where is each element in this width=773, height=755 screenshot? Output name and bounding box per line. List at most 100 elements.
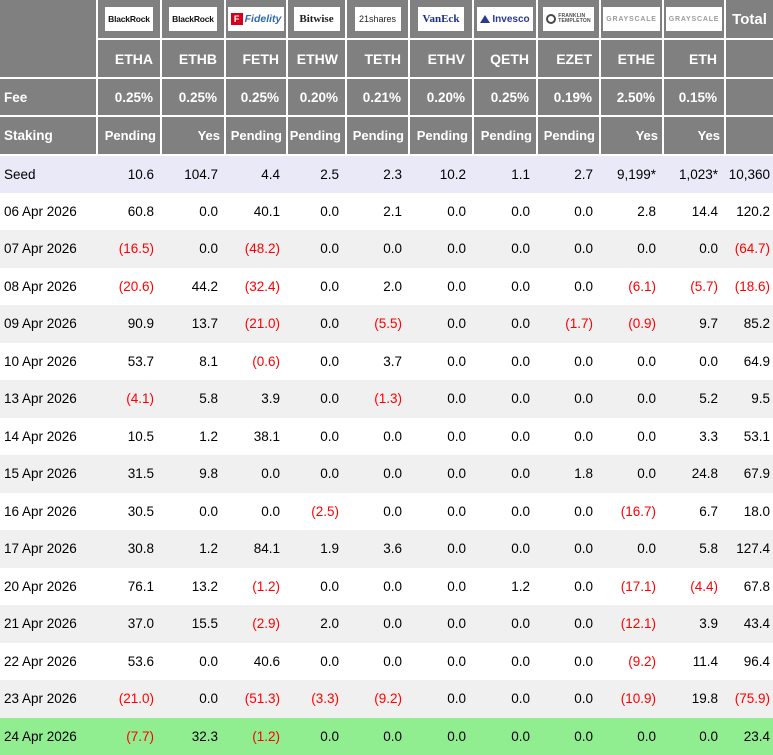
value-cell: 1.2 (199, 541, 218, 557)
value-cell: 2.7 (574, 166, 593, 182)
value-cell: 30.5 (127, 503, 154, 519)
fee-ethe: 2.50% (599, 77, 664, 117)
bitwise-logo-box: Bitwise (293, 7, 340, 31)
value-cell: 0.0 (320, 578, 339, 594)
21shares-logo: 21shares (345, 0, 410, 40)
ticker-ethe: ETHE (599, 38, 664, 79)
row-label: 10 Apr 2026 (4, 353, 77, 369)
value-cell: 40.1 (253, 203, 280, 219)
ticker-ethw: ETHW (286, 38, 347, 79)
value-cell: (5.5) (374, 316, 402, 332)
value-cell: 76.1 (127, 578, 154, 594)
total-cell: 85.2 (743, 316, 770, 332)
value-cell: 0.0 (447, 203, 466, 219)
value-cell: 2.3 (383, 166, 402, 182)
value-cell: 0.0 (574, 241, 593, 257)
value-cell: 1.1 (511, 166, 530, 182)
row-label: 17 Apr 2026 (4, 541, 77, 557)
table-row: 17 Apr 2026 30.8 1.2 84.1 1.9 3.6 0.0 0.0 0.0 0.0… (0, 530, 773, 568)
row-label: 22 Apr 2026 (4, 653, 77, 669)
value-cell: 0.0 (320, 278, 339, 294)
total-cell: 67.9 (743, 466, 770, 482)
value-cell: 0.0 (574, 278, 593, 294)
value-cell: 0.0 (199, 203, 218, 219)
value-cell: 0.0 (511, 278, 530, 294)
value-cell: 3.3 (699, 428, 718, 444)
value-cell: (32.4) (244, 278, 280, 294)
value-cell: 3.9 (699, 616, 718, 632)
flow-table-body: Seed 10.6 104.7 4.4 2.5 2.3 10.2 1.1 2.7 9,199* 1,… (0, 155, 773, 755)
value-cell: (16.5) (118, 241, 154, 257)
value-cell: 8.1 (199, 353, 218, 369)
value-cell: 0.0 (383, 466, 402, 482)
franklin-templeton-logo-box: FRANKLIN TEMPLETON (543, 7, 594, 31)
value-cell: 0.0 (447, 316, 466, 332)
table-row: 16 Apr 2026 30.5 0.0 0.0 (2.5) 0.0 0.0 0.0 0.0 (1… (0, 492, 773, 530)
value-cell: (7.7) (126, 728, 154, 744)
fee-total-blank-cell (724, 77, 773, 117)
value-cell: 0.0 (511, 316, 530, 332)
value-cell: 1,023* (678, 166, 718, 182)
staking-qeth: Pending (472, 115, 538, 156)
table-row: 22 Apr 2026 53.6 0.0 40.6 0.0 0.0 0.0 0.0 0.0 (9.… (0, 642, 773, 680)
value-cell: 5.8 (199, 391, 218, 407)
value-cell: 0.0 (574, 728, 593, 744)
value-cell: 0.0 (383, 503, 402, 519)
value-cell: (21.0) (244, 316, 280, 332)
value-cell: 15.5 (191, 616, 218, 632)
value-cell: 0.0 (574, 203, 593, 219)
value-cell: 14.4 (691, 203, 718, 219)
total-cell: 96.4 (743, 653, 770, 669)
staking-feth: Pending (224, 115, 288, 156)
value-cell: 30.8 (127, 541, 154, 557)
value-cell: 2.0 (320, 616, 339, 632)
value-cell: (3.3) (311, 691, 339, 707)
row-label: 24 Apr 2026 (4, 728, 77, 744)
total-cell: 10,360 (728, 166, 770, 182)
row-label: 23 Apr 2026 (4, 691, 77, 707)
blackrock-logo-box: BlackRock (169, 7, 217, 31)
grayscale-logo-box: GRAYSCALE (603, 7, 660, 31)
value-cell: 0.0 (320, 203, 339, 219)
value-cell: 0.0 (447, 428, 466, 444)
value-cell: 32.3 (191, 728, 218, 744)
value-cell: 31.5 (127, 466, 154, 482)
value-cell: 3.6 (383, 541, 402, 557)
vaneck-wordmark: VanEck (422, 13, 460, 25)
value-cell: 0.0 (637, 241, 656, 257)
value-cell: 0.0 (320, 728, 339, 744)
row-label: 16 Apr 2026 (4, 503, 77, 519)
value-cell: 0.0 (320, 653, 339, 669)
value-cell: (12.1) (620, 616, 656, 632)
value-cell: 0.0 (699, 728, 718, 744)
value-cell: 0.0 (383, 616, 402, 632)
table-row: 06 Apr 2026 60.8 0.0 40.1 0.0 2.1 0.0 0.0 0.0 2.8… (0, 192, 773, 230)
total-cell: 64.9 (743, 353, 770, 369)
table-row: 23 Apr 2026 (21.0) 0.0 (51.3) (3.3) (9.2) 0.0 0… (0, 680, 773, 718)
value-cell: 9.8 (199, 466, 218, 482)
ticker-eth: ETH (662, 38, 726, 79)
value-cell: 0.0 (383, 241, 402, 257)
value-cell: 0.0 (320, 241, 339, 257)
value-cell: (16.7) (620, 503, 656, 519)
value-cell: (51.3) (244, 691, 280, 707)
value-cell: 0.0 (637, 353, 656, 369)
value-cell: 0.0 (383, 728, 402, 744)
grayscale-wordmark: GRAYSCALE (668, 15, 720, 23)
table-row: 09 Apr 2026 90.9 13.7 (21.0) 0.0 (5.5) 0.0 0.0 (… (0, 305, 773, 343)
value-cell: (4.4) (690, 578, 718, 594)
corner-cell (0, 0, 98, 79)
staking-teth: Pending (345, 115, 410, 156)
value-cell: 0.0 (511, 353, 530, 369)
value-cell: 0.0 (261, 503, 280, 519)
value-cell: (1.2) (252, 728, 280, 744)
value-cell: 0.0 (447, 466, 466, 482)
ticker-ezet: EZET (536, 38, 601, 79)
total-cell: 67.8 (743, 578, 770, 594)
fidelity-logo-box: F Fidelity (227, 7, 285, 31)
value-cell: (0.9) (628, 316, 656, 332)
value-cell: 10.2 (439, 166, 466, 182)
row-label: 06 Apr 2026 (4, 203, 77, 219)
value-cell: (10.9) (620, 691, 656, 707)
value-cell: 0.0 (574, 616, 593, 632)
